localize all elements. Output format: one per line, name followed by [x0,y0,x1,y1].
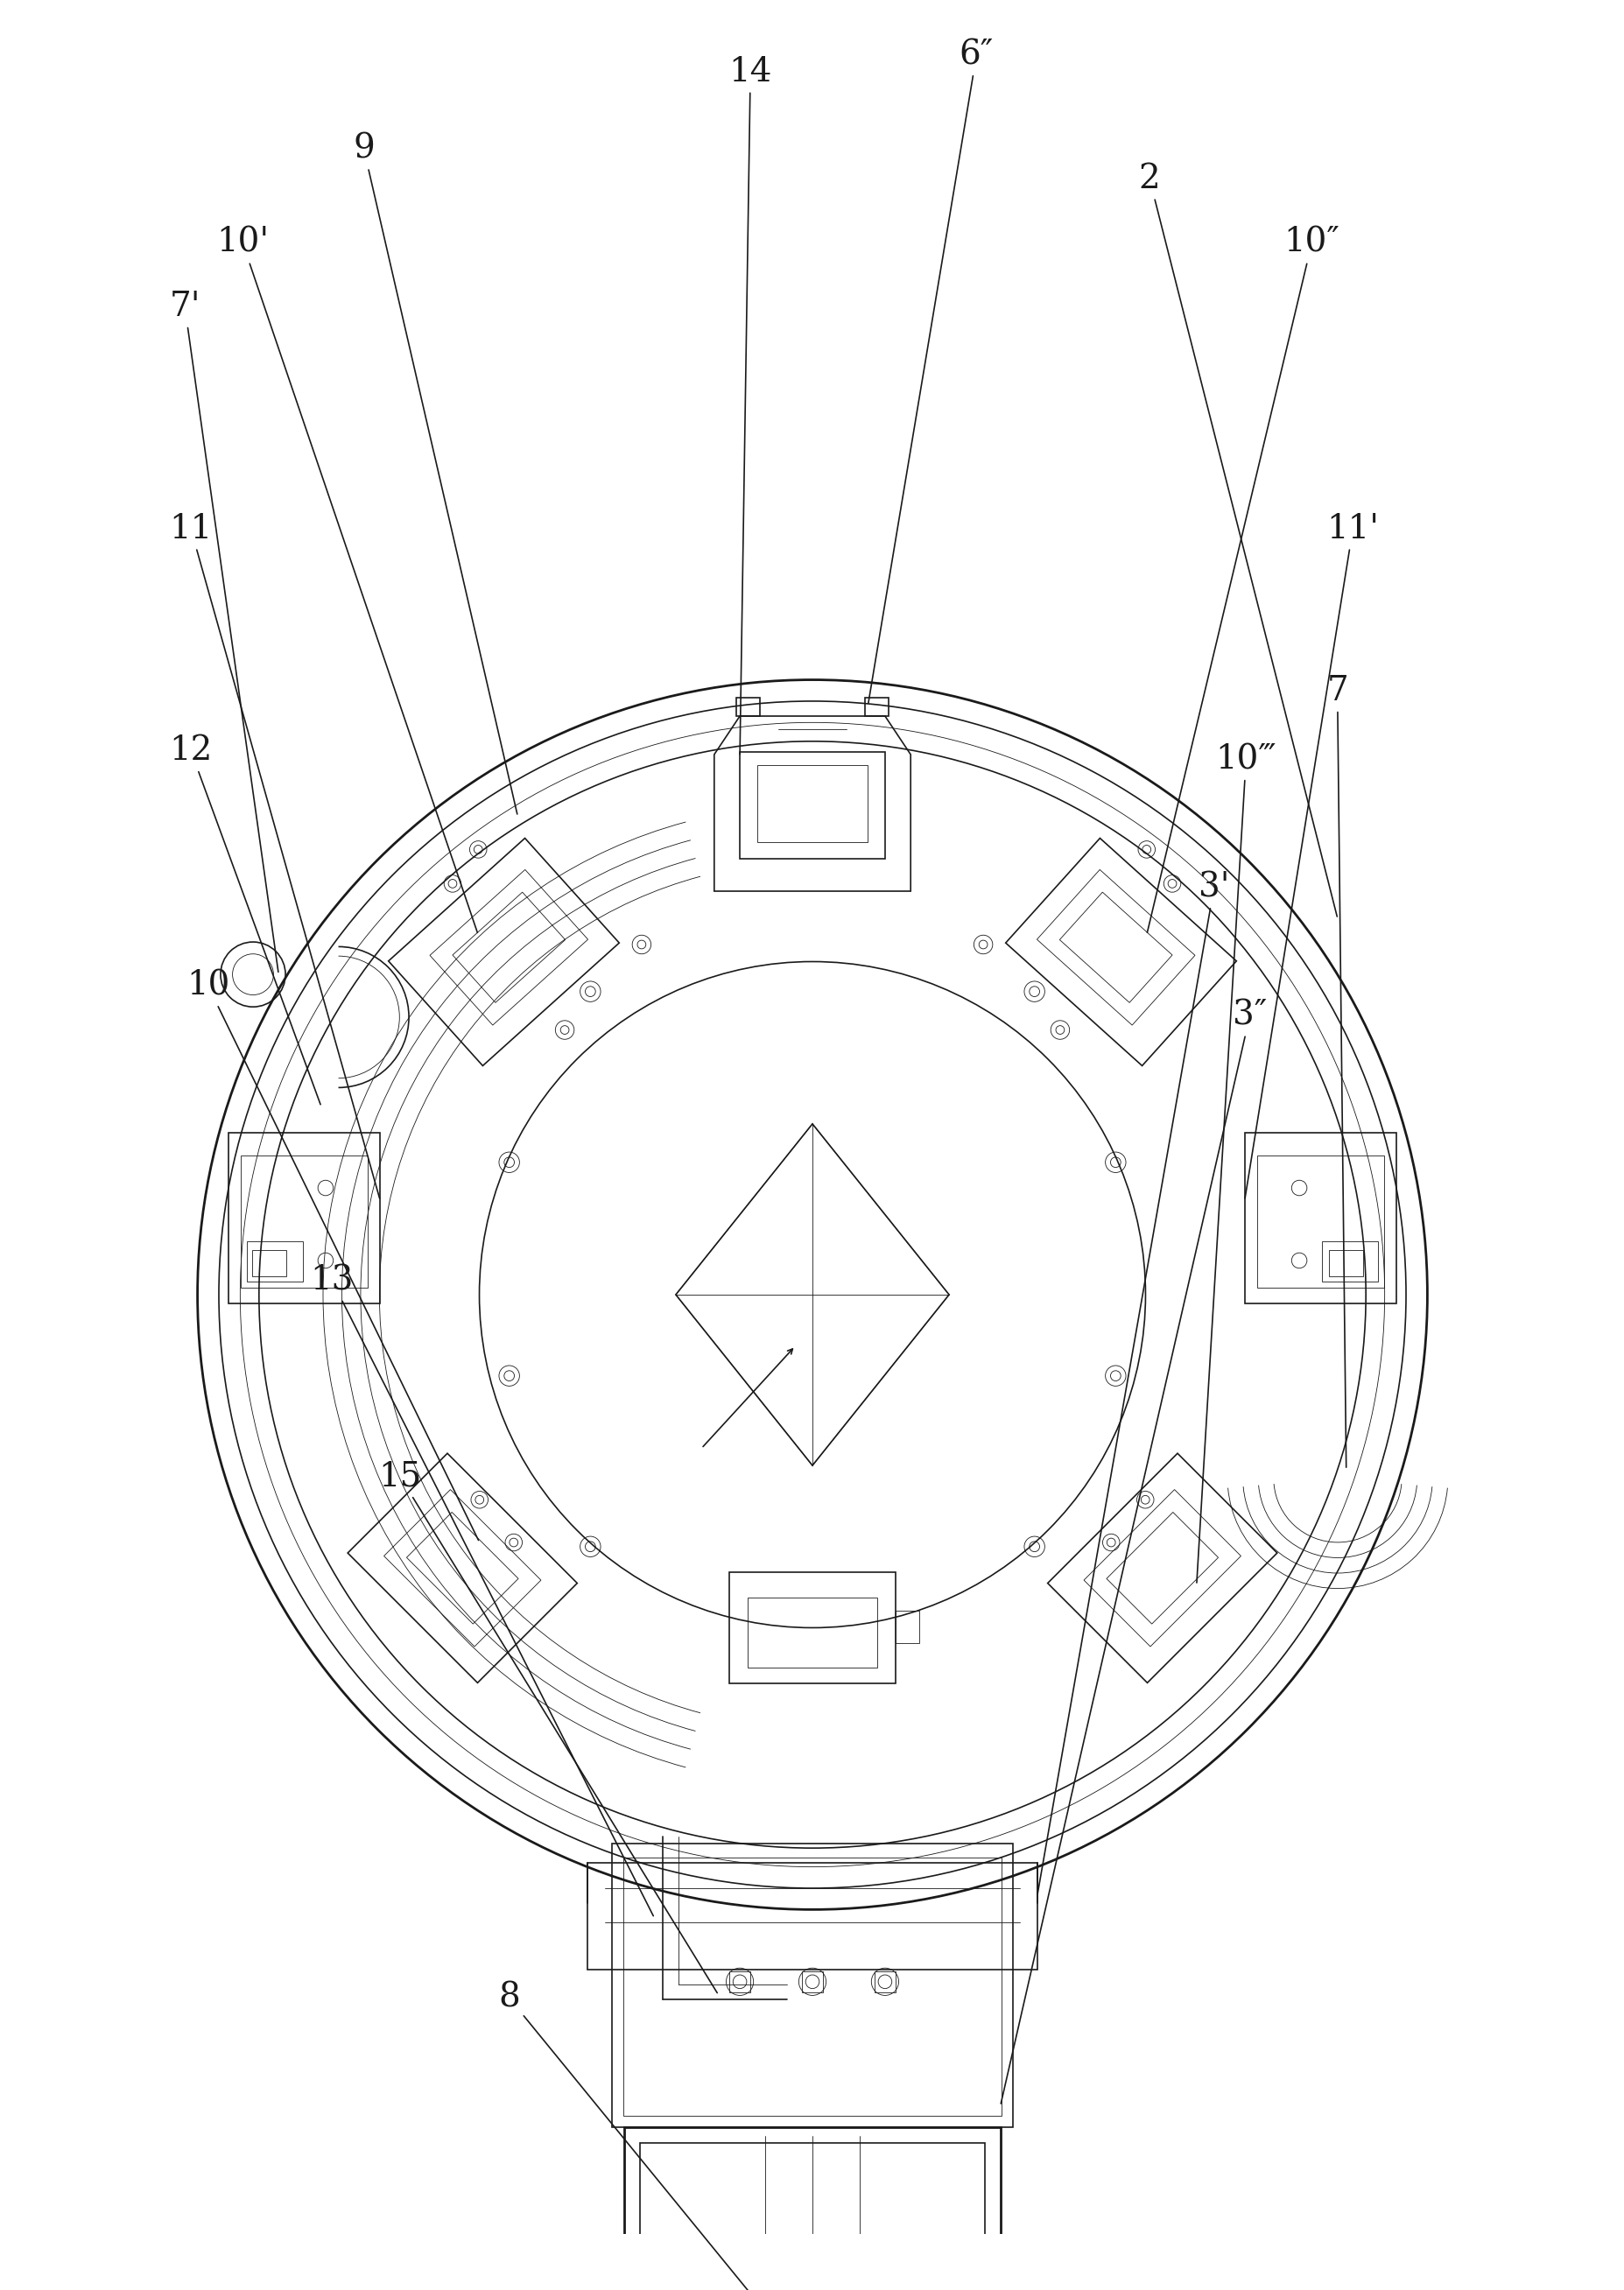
Text: 9: 9 [352,133,516,813]
Text: 14: 14 [728,55,771,753]
Bar [1257,1156,1384,1287]
Text: 15: 15 [378,1461,716,1992]
Bar [895,1610,919,1644]
Text: 7': 7' [169,291,278,971]
Bar [802,1972,822,1992]
Text: 6″: 6″ [867,39,994,703]
Bar [640,2143,984,2290]
Bar [227,1134,380,1303]
Bar [1328,1250,1363,1276]
Bar [611,1843,1013,2127]
Text: 12: 12 [169,735,320,1104]
Bar [240,1156,367,1287]
Text: 13: 13 [310,1264,653,1917]
Bar [736,696,760,717]
Text: 10': 10' [216,227,477,932]
Text: 3″: 3″ [1000,998,1267,2105]
Text: 10″: 10″ [1147,227,1340,932]
Bar [624,2127,1000,2290]
Text: 10‴: 10‴ [1197,744,1276,1582]
Bar [624,1857,1000,2116]
Text: 11: 11 [169,513,380,1198]
Bar [588,1862,1036,1969]
Text: 10: 10 [187,969,477,1541]
Bar [864,696,888,717]
Bar [729,1573,895,1683]
Bar [757,765,867,843]
Text: 8: 8 [499,1981,760,2290]
Text: 11': 11' [1244,513,1379,1198]
Bar [247,1241,302,1282]
Bar [1322,1241,1377,1282]
Bar [252,1250,286,1276]
Text: 2: 2 [1138,163,1337,916]
Bar [1244,1134,1397,1303]
Bar [729,1972,750,1992]
Text: 7: 7 [1325,676,1348,1468]
Bar [739,753,885,859]
Bar [874,1972,895,1992]
Text: 3': 3' [1038,870,1229,1894]
Bar [747,1598,877,1667]
